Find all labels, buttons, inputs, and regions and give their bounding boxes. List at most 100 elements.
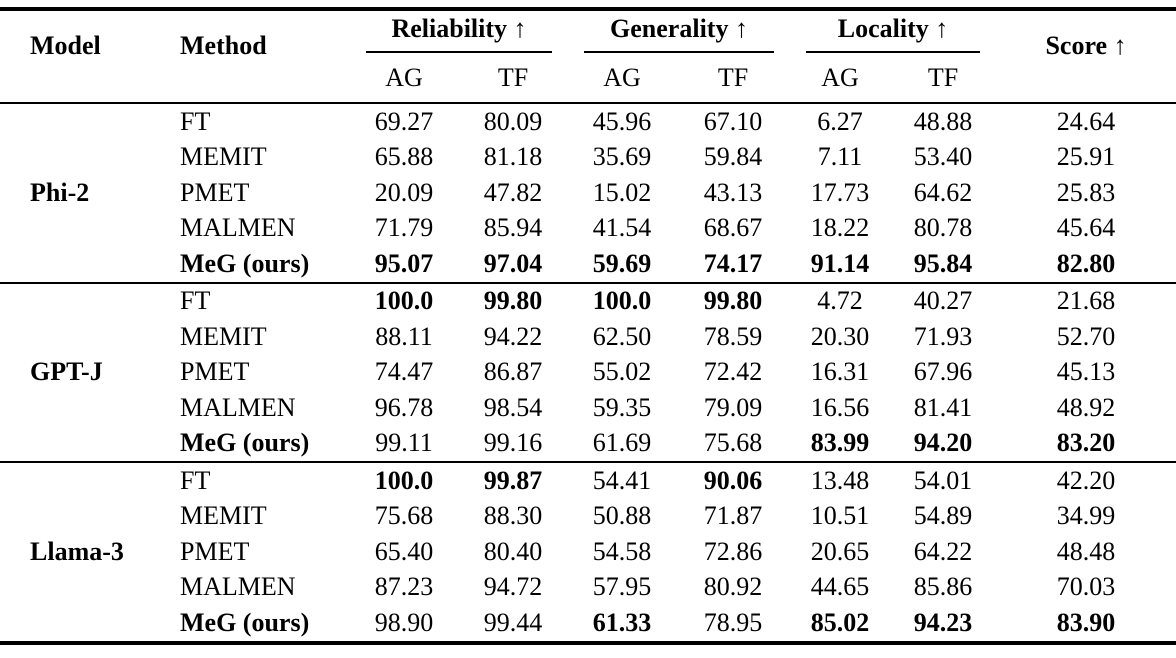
metric-value: 25.91 (1056, 142, 1116, 172)
metric-value: 80.40 (483, 536, 543, 566)
metric-value: 72.42 (703, 357, 763, 387)
metric-value: 80.92 (703, 572, 763, 602)
method-name: MEMIT (180, 501, 267, 531)
metric-value: 100.0 (592, 286, 652, 316)
metric-value: 7.11 (817, 142, 863, 172)
metric-value: 94.20 (913, 428, 973, 458)
subcolumn-locality-ag: AG (821, 62, 859, 92)
metric-value: 62.50 (592, 321, 652, 351)
metric-value: 59.84 (703, 142, 763, 172)
metric-value: 99.11 (375, 428, 433, 458)
metric-value: 99.80 (703, 286, 763, 316)
metric-value: 87.23 (374, 572, 434, 602)
metric-value: 86.87 (483, 357, 543, 387)
metric-value: 47.82 (483, 177, 543, 207)
metric-value: 72.86 (703, 536, 763, 566)
metric-value: 65.88 (374, 142, 434, 172)
metric-value: 97.04 (483, 248, 543, 278)
metric-value: 85.02 (810, 607, 870, 637)
metric-value: 74.17 (703, 248, 763, 278)
column-group-locality-label: Locality ↑ (806, 14, 981, 53)
metric-value: 68.67 (703, 213, 763, 243)
metric-value: 44.65 (810, 572, 870, 602)
table-row: MALMEN 96.78 98.54 59.35 79.09 16.56 81.41 48.9… (0, 390, 1176, 426)
metric-value: 83.20 (1056, 428, 1116, 458)
method-name: MeG (ours) (180, 428, 310, 458)
metric-value: 21.68 (1056, 286, 1116, 316)
metric-value: 85.94 (483, 213, 543, 243)
metric-value: 81.18 (483, 142, 543, 172)
metric-value: 10.51 (810, 501, 870, 531)
metric-value: 83.99 (810, 428, 870, 458)
subcolumn-reliability-tf: TF (497, 62, 529, 92)
metric-value: 20.65 (810, 536, 870, 566)
model-block: Phi-2 FT 69.27 80.09 45.96 67.10 6.27 48.88 24.6… (0, 103, 1176, 283)
subcolumn-generality-ag: AG (603, 62, 641, 92)
table-row: PMET 20.09 47.82 15.02 43.13 17.73 64.62 25.83 (0, 175, 1176, 211)
metric-value: 94.23 (913, 607, 973, 637)
metric-value: 98.54 (483, 392, 543, 422)
column-header-method: Method (180, 30, 267, 60)
column-group-generality: Generality ↑ (568, 9, 790, 53)
metric-value: 54.41 (592, 465, 652, 495)
metric-value: 98.90 (374, 607, 434, 637)
metric-value: 55.02 (592, 357, 652, 387)
model-name: GPT-J (30, 357, 103, 387)
metric-value: 54.89 (913, 501, 973, 531)
metric-value: 15.02 (592, 177, 652, 207)
metric-value: 20.30 (810, 321, 870, 351)
metric-value: 71.93 (913, 321, 973, 351)
results-table: Model Method Reliability ↑ Generality ↑ … (0, 7, 1176, 645)
method-name: MeG (ours) (180, 248, 310, 278)
model-name: Phi-2 (30, 177, 90, 207)
table-row: GPT-J FT 100.0 99.80 100.0 99.80 4.72 40.27 21.6… (0, 283, 1176, 386)
metric-value: 61.33 (592, 607, 652, 637)
metric-value: 45.96 (592, 106, 652, 136)
column-group-reliability-label: Reliability ↑ (366, 14, 552, 53)
metric-value: 34.99 (1056, 501, 1116, 531)
method-name: MALMEN (180, 213, 296, 243)
metric-value: 59.35 (592, 392, 652, 422)
method-name: MeG (ours) (180, 607, 310, 637)
metric-value: 16.31 (810, 357, 870, 387)
metric-value: 61.69 (592, 428, 652, 458)
column-group-locality: Locality ↑ (790, 9, 996, 53)
column-header-score: Score ↑ (1045, 30, 1127, 60)
metric-value: 78.95 (703, 607, 763, 637)
metric-value: 35.69 (592, 142, 652, 172)
table-header: Model Method Reliability ↑ Generality ↑ … (0, 9, 1176, 103)
metric-value: 82.80 (1056, 248, 1116, 278)
metric-value: 100.0 (374, 465, 434, 495)
method-name: FT (180, 286, 211, 316)
metric-value: 94.72 (483, 572, 543, 602)
metric-value: 42.20 (1056, 465, 1116, 495)
subcolumn-reliability-ag: AG (385, 62, 423, 92)
method-name: MEMIT (180, 321, 267, 351)
metric-value: 67.10 (703, 106, 763, 136)
table-row: PMET 74.47 86.87 55.02 72.42 16.31 67.96 45.13 (0, 355, 1176, 391)
metric-value: 70.03 (1056, 572, 1116, 602)
method-name: MEMIT (180, 142, 267, 172)
method-name: MALMEN (180, 572, 296, 602)
metric-value: 41.54 (592, 213, 652, 243)
metric-value: 96.78 (374, 392, 434, 422)
method-name: PMET (180, 357, 250, 387)
metric-value: 99.16 (483, 428, 543, 458)
metric-value: 95.07 (374, 248, 434, 278)
metric-value: 24.64 (1056, 106, 1116, 136)
column-group-generality-label: Generality ↑ (584, 14, 775, 53)
metric-value: 18.22 (810, 213, 870, 243)
table-row: MEMIT 65.88 81.18 35.69 59.84 7.11 53.40 25.91 (0, 140, 1176, 176)
metric-value: 45.13 (1056, 357, 1116, 387)
metric-value: 13.48 (810, 465, 870, 495)
metric-value: 52.70 (1056, 321, 1116, 351)
table-row: MEMIT 75.68 88.30 50.88 71.87 10.51 54.89 34.99 (0, 499, 1176, 535)
model-block: GPT-J FT 100.0 99.80 100.0 99.80 4.72 40.27 21.6… (0, 282, 1176, 463)
metric-value: 54.58 (592, 536, 652, 566)
subcolumn-generality-tf: TF (717, 62, 749, 92)
metric-value: 25.83 (1056, 177, 1116, 207)
metric-value: 81.41 (913, 392, 973, 422)
metric-value: 90.06 (703, 465, 763, 495)
metric-value: 88.11 (375, 321, 433, 351)
